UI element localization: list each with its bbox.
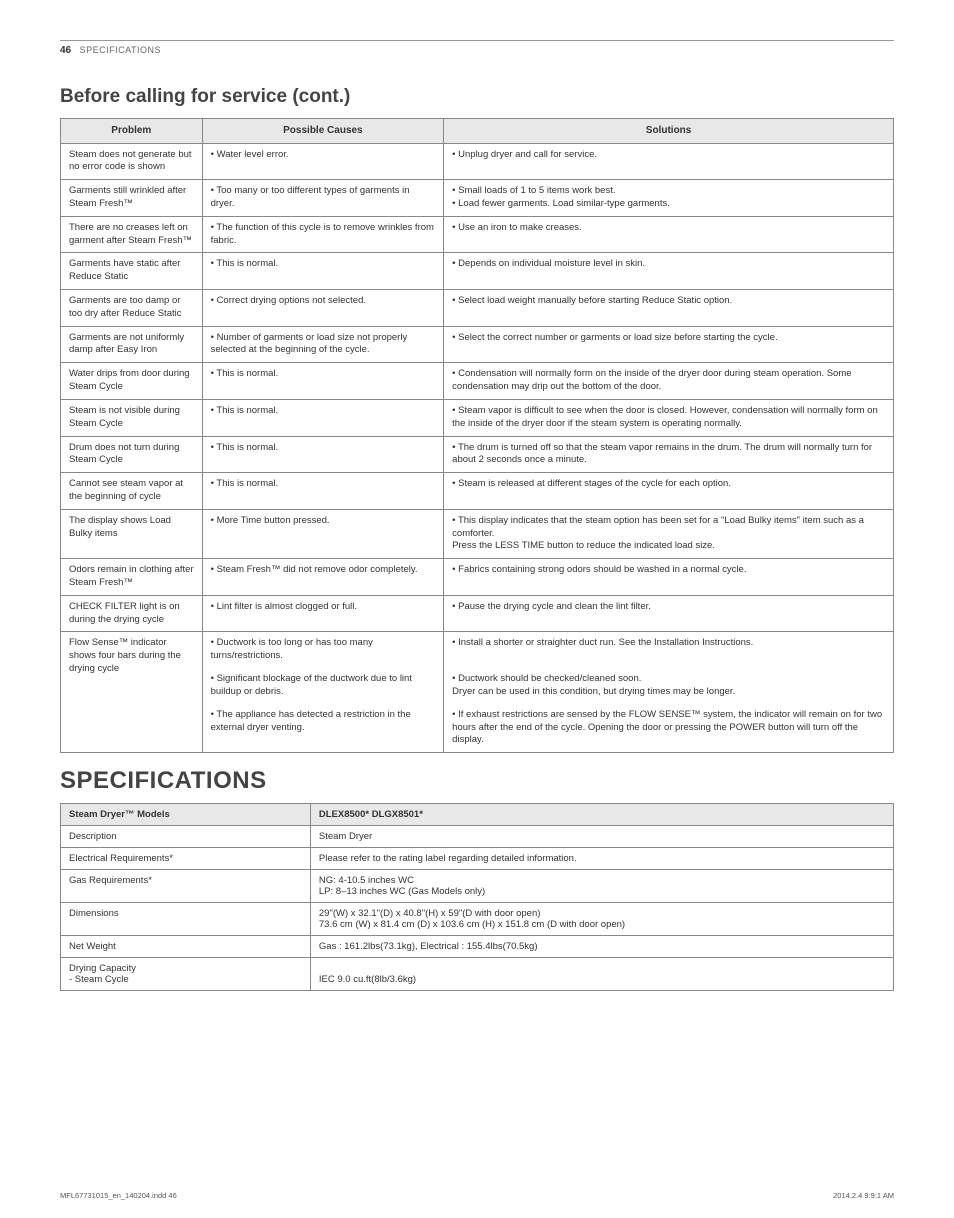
cell-causes: • This is normal. xyxy=(202,253,444,290)
cell-causes: • Lint filter is almost clogged or full. xyxy=(202,595,444,632)
table-row: There are no creases left on garment aft… xyxy=(61,216,894,253)
spec-value-cell: Steam Dryer xyxy=(310,826,893,848)
spec-label-cell: Net Weight xyxy=(61,936,311,958)
cell-causes: • Correct drying options not selected. xyxy=(202,290,444,327)
table-row: Odors remain in clothing after Steam Fre… xyxy=(61,559,894,596)
cell-problem: Cannot see steam vapor at the beginning … xyxy=(61,473,203,510)
cell-causes: • Number of garments or load size not pr… xyxy=(202,326,444,363)
cell-solutions: • Select the correct number or garments … xyxy=(444,326,894,363)
page-footer: MFL67731015_en_140204.indd 46 2014.2.4 9… xyxy=(60,1191,894,1200)
spec-label-cell: Gas Requirements* xyxy=(61,870,311,903)
cell-causes: • This is normal. xyxy=(202,436,444,473)
table-row: Garments are not uniformly damp after Ea… xyxy=(61,326,894,363)
cell-solutions: • The drum is turned off so that the ste… xyxy=(444,436,894,473)
cell-problem: There are no creases left on garment aft… xyxy=(61,216,203,253)
cell-solutions: • Ductwork should be checked/cleaned soo… xyxy=(444,668,894,704)
cell-causes: • This is normal. xyxy=(202,399,444,436)
cell-problem: Garments are not uniformly damp after Ea… xyxy=(61,326,203,363)
spec-value-cell: NG: 4-10.5 inches WCLP: 8–13 inches WC (… xyxy=(310,870,893,903)
table-row: Garments still wrinkled after Steam Fres… xyxy=(61,180,894,217)
table-row: Water drips from door during Steam Cycle… xyxy=(61,363,894,400)
cell-solutions: • Install a shorter or straighter duct r… xyxy=(444,632,894,668)
cell-causes: • Steam Fresh™ did not remove odor compl… xyxy=(202,559,444,596)
table-row: Garments are too damp or too dry after R… xyxy=(61,290,894,327)
cell-causes: • Water level error. xyxy=(202,143,444,180)
spec-value-cell: IEC 9.0 cu.ft(8lb/3.6kg) xyxy=(310,958,893,991)
col-header-causes: Possible Causes xyxy=(202,119,444,144)
table-row: The display shows Load Bulky items• More… xyxy=(61,509,894,558)
spec-label-cell: Description xyxy=(61,826,311,848)
cell-causes: • The function of this cycle is to remov… xyxy=(202,216,444,253)
specifications-heading: SPECIFICATIONS xyxy=(60,767,894,795)
cell-problem: The display shows Load Bulky items xyxy=(61,509,203,558)
cell-solutions: • Use an iron to make creases. xyxy=(444,216,894,253)
spec-label-cell: Dimensions xyxy=(61,903,311,936)
cell-causes: • This is normal. xyxy=(202,363,444,400)
page-header: 46 SPECIFICATIONS xyxy=(60,40,894,56)
specs-header-row: Steam Dryer™ Models DLEX8500* DLGX8501* xyxy=(61,804,894,826)
cell-causes: • The appliance has detected a restricti… xyxy=(202,704,444,753)
cell-problem: Odors remain in clothing after Steam Fre… xyxy=(61,559,203,596)
spec-value-cell: 29"(W) x 32.1"(D) x 40.8"(H) x 59"(D wit… xyxy=(310,903,893,936)
specs-row: Gas Requirements*NG: 4-10.5 inches WCLP:… xyxy=(61,870,894,903)
cell-solutions: • Small loads of 1 to 5 items work best.… xyxy=(444,180,894,217)
table-row: Flow Sense™ indicator shows four bars du… xyxy=(61,632,894,668)
cell-solutions: • Depends on individual moisture level i… xyxy=(444,253,894,290)
cell-problem: Flow Sense™ indicator shows four bars du… xyxy=(61,632,203,753)
cell-solutions: • This display indicates that the steam … xyxy=(444,509,894,558)
table-row: Garments have static after Reduce Static… xyxy=(61,253,894,290)
cell-solutions: • Unplug dryer and call for service. xyxy=(444,143,894,180)
footer-right: 2014.2.4 9:9:1 AM xyxy=(833,1191,894,1200)
specs-row: Drying Capacity- Steam CycleIEC 9.0 cu.f… xyxy=(61,958,894,991)
col-header-problem: Problem xyxy=(61,119,203,144)
cell-solutions: • Steam is released at different stages … xyxy=(444,473,894,510)
cell-solutions: • Select load weight manually before sta… xyxy=(444,290,894,327)
table-header-row: Problem Possible Causes Solutions xyxy=(61,119,894,144)
cell-problem: CHECK FILTER light is on during the dryi… xyxy=(61,595,203,632)
cell-solutions: • Condensation will normally form on the… xyxy=(444,363,894,400)
section-title: Before calling for service (cont.) xyxy=(60,86,894,108)
cell-problem: Garments have static after Reduce Static xyxy=(61,253,203,290)
cell-solutions: • Pause the drying cycle and clean the l… xyxy=(444,595,894,632)
specs-row: Electrical Requirements*Please refer to … xyxy=(61,848,894,870)
specifications-table: Steam Dryer™ Models DLEX8500* DLGX8501* … xyxy=(60,803,894,991)
cell-causes: • This is normal. xyxy=(202,473,444,510)
spec-label-cell: Drying Capacity- Steam Cycle xyxy=(61,958,311,991)
page-number: 46 xyxy=(60,45,71,56)
table-row: CHECK FILTER light is on during the dryi… xyxy=(61,595,894,632)
cell-solutions: • Steam vapor is difficult to see when t… xyxy=(444,399,894,436)
specs-header-label: Steam Dryer™ Models xyxy=(61,804,311,826)
specs-header-models: DLEX8500* DLGX8501* xyxy=(310,804,893,826)
spec-value-cell: Please refer to the rating label regardi… xyxy=(310,848,893,870)
footer-left: MFL67731015_en_140204.indd 46 xyxy=(60,1191,177,1200)
cell-causes: • Significant blockage of the ductwork d… xyxy=(202,668,444,704)
col-header-solutions: Solutions xyxy=(444,119,894,144)
cell-causes: • Ductwork is too long or has too many t… xyxy=(202,632,444,668)
table-row: Steam is not visible during Steam Cycle•… xyxy=(61,399,894,436)
specs-row: Dimensions29"(W) x 32.1"(D) x 40.8"(H) x… xyxy=(61,903,894,936)
spec-value-cell: Gas : 161.2lbs(73.1kg), Electrical : 155… xyxy=(310,936,893,958)
cell-causes: • Too many or too different types of gar… xyxy=(202,180,444,217)
specs-row: Net WeightGas : 161.2lbs(73.1kg), Electr… xyxy=(61,936,894,958)
cell-solutions: • Fabrics containing strong odors should… xyxy=(444,559,894,596)
table-row: Drum does not turn during Steam Cycle• T… xyxy=(61,436,894,473)
table-row: Steam does not generate but no error cod… xyxy=(61,143,894,180)
cell-problem: Garments are too damp or too dry after R… xyxy=(61,290,203,327)
cell-problem: Steam is not visible during Steam Cycle xyxy=(61,399,203,436)
cell-problem: Garments still wrinkled after Steam Fres… xyxy=(61,180,203,217)
cell-problem: Steam does not generate but no error cod… xyxy=(61,143,203,180)
spec-label-cell: Electrical Requirements* xyxy=(61,848,311,870)
cell-causes: • More Time button pressed. xyxy=(202,509,444,558)
specs-row: DescriptionSteam Dryer xyxy=(61,826,894,848)
cell-solutions: • If exhaust restrictions are sensed by … xyxy=(444,704,894,753)
troubleshooting-table: Problem Possible Causes Solutions Steam … xyxy=(60,118,894,753)
cell-problem: Drum does not turn during Steam Cycle xyxy=(61,436,203,473)
section-label: SPECIFICATIONS xyxy=(80,45,161,55)
table-row: Cannot see steam vapor at the beginning … xyxy=(61,473,894,510)
cell-problem: Water drips from door during Steam Cycle xyxy=(61,363,203,400)
